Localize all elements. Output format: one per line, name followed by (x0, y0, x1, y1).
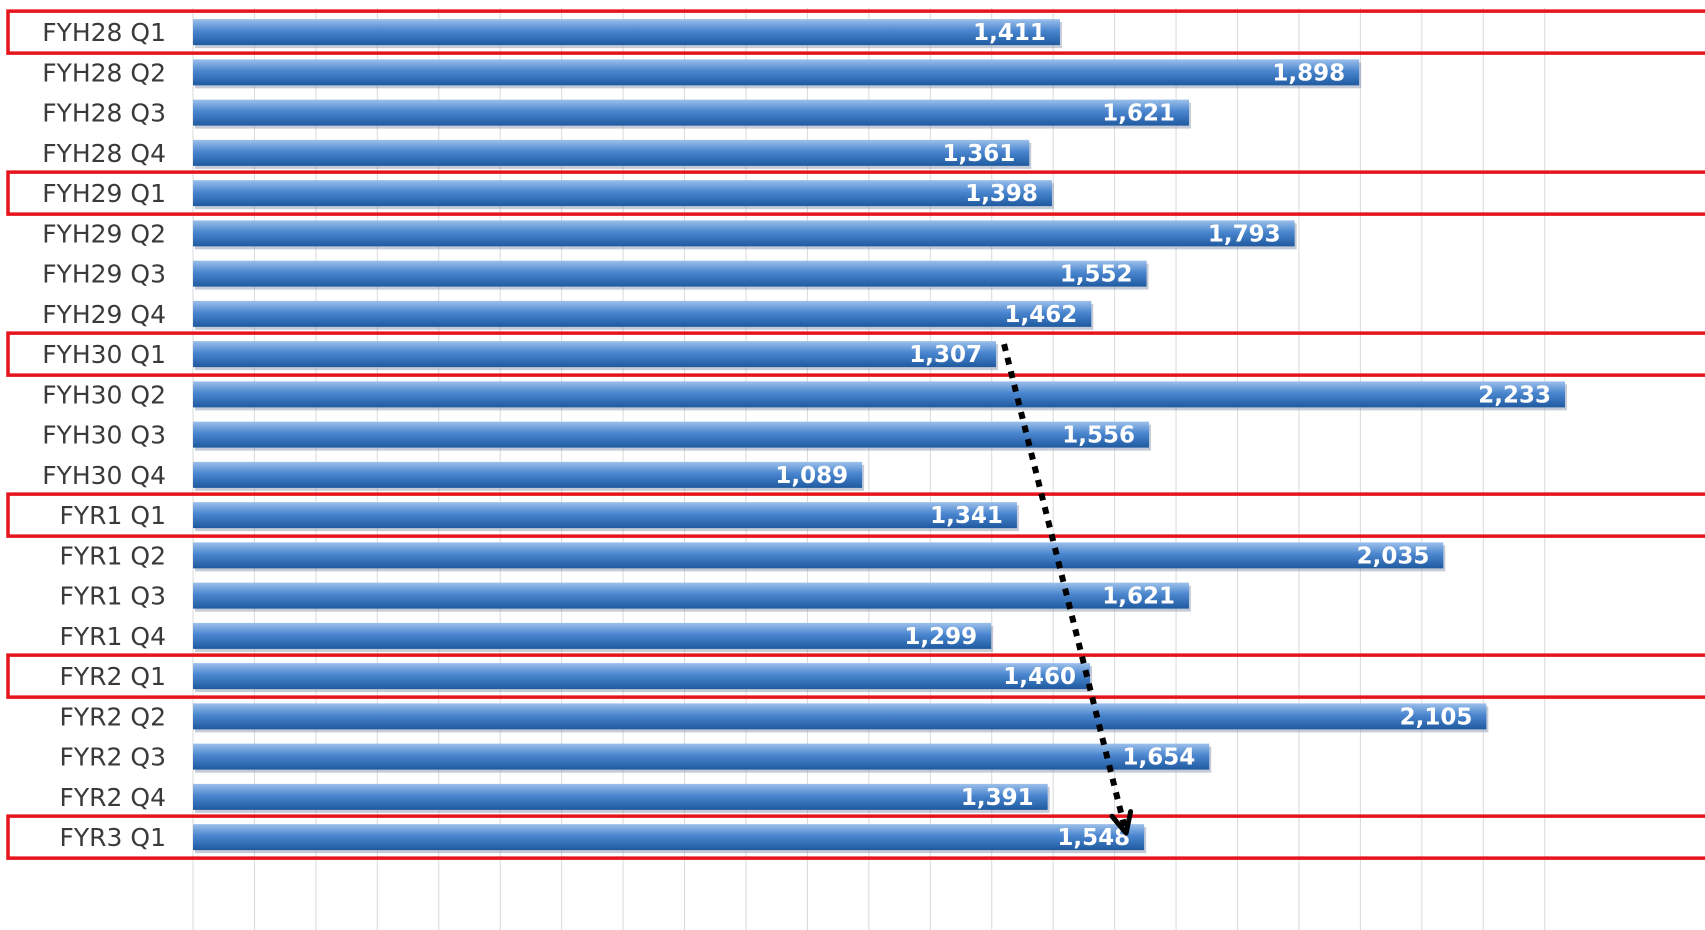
category-label: FYR2 Q2 (60, 702, 166, 731)
data-label: 2,105 (1400, 704, 1473, 730)
data-label: 1,654 (1122, 745, 1195, 771)
data-label: 1,299 (904, 624, 977, 650)
data-label: 2,233 (1478, 382, 1551, 408)
bar (193, 59, 1360, 86)
category-label: FYH30 Q3 (42, 421, 166, 450)
bar (193, 622, 992, 649)
data-label: 1,552 (1060, 262, 1133, 288)
highlight-box (6, 170, 1705, 216)
category-label: FYH29 Q1 (42, 179, 166, 208)
bar (193, 824, 1145, 851)
bar (193, 300, 1092, 327)
bar (193, 19, 1060, 46)
data-label: 1,548 (1057, 825, 1130, 851)
data-label: 1,391 (961, 785, 1034, 811)
bar (193, 663, 1091, 690)
highlight-box (6, 9, 1705, 55)
category-label: FYR1 Q4 (60, 622, 166, 651)
bar (193, 139, 1030, 166)
data-label: 1,460 (1003, 664, 1076, 690)
category-label: FYH30 Q2 (42, 380, 166, 409)
category-label: FYR3 Q1 (60, 823, 166, 852)
highlight-box (6, 653, 1705, 699)
data-label: 1,556 (1062, 423, 1135, 449)
data-label: 1,307 (909, 342, 982, 368)
category-label: FYR2 Q3 (60, 743, 166, 772)
category-label: FYR1 Q1 (60, 501, 166, 530)
category-label: FYH30 Q1 (42, 340, 166, 369)
data-label: 1,621 (1102, 101, 1175, 127)
data-label: 2,035 (1357, 543, 1430, 569)
category-label: FYH29 Q3 (42, 260, 166, 289)
bar (193, 341, 997, 368)
highlight-box (6, 492, 1705, 538)
bar (193, 381, 1565, 408)
bar (193, 260, 1147, 287)
bar (193, 502, 1017, 529)
bars (193, 19, 1567, 854)
data-label: 1,398 (965, 181, 1038, 207)
data-labels: 1,411 1,898 1,621 1,361 1,398 1,793 1,552 1,462… (775, 20, 1551, 851)
category-label: FYH29 Q4 (42, 300, 166, 329)
data-label: 1,411 (973, 20, 1046, 46)
bar (193, 542, 1444, 569)
highlight-box (6, 331, 1705, 377)
category-labels: FYH28 Q1 FYH28 Q2 FYH28 Q3 FYH28 Q4 FYH29 Q1… (42, 18, 166, 852)
highlight-boxes (6, 9, 1705, 860)
highlight-box (6, 814, 1705, 860)
category-label: FYR2 Q1 (60, 662, 166, 691)
category-label: FYH28 Q2 (42, 58, 166, 87)
category-label: FYH28 Q3 (42, 99, 166, 128)
data-label: 1,898 (1272, 60, 1345, 86)
data-label: 1,793 (1208, 221, 1281, 247)
category-label: FYR2 Q4 (60, 783, 166, 812)
data-label: 1,621 (1102, 584, 1175, 610)
data-label: 1,462 (1005, 302, 1078, 328)
bar (193, 421, 1150, 448)
bar (193, 180, 1052, 207)
bar (193, 743, 1210, 770)
bar (193, 582, 1189, 609)
bar (193, 220, 1295, 247)
bar (193, 783, 1048, 810)
trend-arrow (1001, 343, 1134, 836)
category-label: FYR1 Q2 (60, 541, 166, 570)
bar (193, 703, 1487, 730)
trend-arrow-head (1109, 809, 1134, 836)
bar (193, 461, 863, 488)
trend-arrow-line (1001, 343, 1130, 834)
data-label: 1,341 (930, 503, 1003, 529)
category-label: FYR1 Q3 (60, 582, 166, 611)
category-label: FYH30 Q4 (42, 461, 166, 490)
data-label: 1,089 (775, 463, 848, 489)
category-label: FYH29 Q2 (42, 219, 166, 248)
category-label: FYH28 Q4 (42, 139, 166, 168)
data-label: 1,361 (942, 141, 1015, 167)
bar (193, 99, 1189, 126)
category-label: FYH28 Q1 (42, 18, 166, 47)
